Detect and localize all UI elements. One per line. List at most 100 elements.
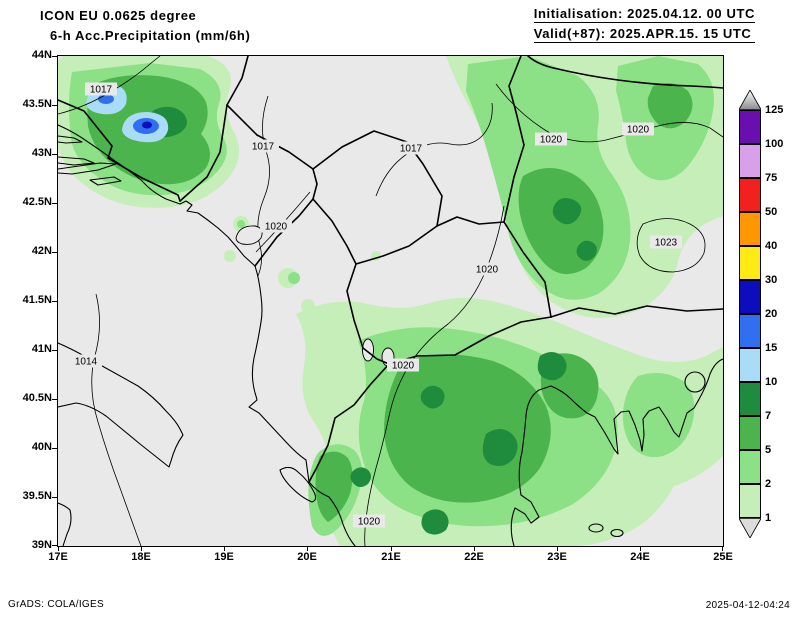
- latitude-label: 42N: [31, 245, 52, 257]
- lon-tick: [474, 546, 475, 551]
- isobar-label: 1020: [622, 122, 654, 136]
- colorbar-boundary-label: 10: [765, 376, 778, 388]
- lon-tick: [141, 546, 142, 551]
- lon-tick: [224, 546, 225, 551]
- grads-credit: GrADS: COLA/IGES: [8, 599, 104, 610]
- isobar-label: 1020: [387, 358, 419, 372]
- lat-tick: [52, 497, 57, 498]
- title-block: ICON EU 0.0625 degree 6-h Acc.Precipitat…: [40, 6, 250, 46]
- latitude-label: 43N: [31, 147, 52, 159]
- lat-tick: [52, 105, 57, 106]
- colorbar-boundary-label: 2: [765, 478, 772, 490]
- corfu-island: [279, 466, 317, 503]
- creation-timestamp: 2025-04-12-04:24: [705, 600, 790, 611]
- latitude-label: 41N: [31, 343, 52, 355]
- latitude-label: 39N: [31, 539, 52, 551]
- lat-tick: [52, 448, 57, 449]
- colorbar-boundary-label: 20: [765, 308, 778, 320]
- italy-puglia-coastline: [58, 342, 184, 468]
- lat-tick: [52, 545, 57, 546]
- aegean-coastline: [510, 358, 723, 546]
- svg-text:1014: 1014: [75, 357, 98, 368]
- run-info-block: Initialisation: 2025.04.12. 00 UTC Valid…: [533, 6, 755, 46]
- calabria-coastline: [58, 502, 72, 546]
- svg-text:1020: 1020: [265, 222, 288, 233]
- lat-tick: [52, 350, 57, 351]
- colorbar-boundary-label: 75: [765, 172, 778, 184]
- colorbar-band: [739, 416, 761, 450]
- lon-tick: [557, 546, 558, 551]
- svg-text:1020: 1020: [476, 265, 499, 276]
- latitude-label: 43.5N: [22, 98, 52, 110]
- colorbar-boundary-label: 100: [765, 138, 784, 150]
- colorbar-boundary-label: 15: [765, 342, 778, 354]
- longitude-label: 17E: [48, 551, 68, 563]
- colorbar-boundary-label: 5: [765, 444, 772, 456]
- croatian-islands: [58, 135, 122, 186]
- isobar-label: 1017: [395, 141, 427, 155]
- initialisation-text: Initialisation: 2025.04.12. 00 UTC: [533, 6, 755, 23]
- model-title: ICON EU 0.0625 degree: [40, 8, 197, 23]
- latitude-label: 40.5N: [22, 392, 52, 404]
- svg-text:1023: 1023: [655, 238, 678, 249]
- longitude-label: 18E: [131, 551, 151, 563]
- longitude-label: 20E: [297, 551, 317, 563]
- colorbar-boundary-label: 1: [765, 512, 772, 524]
- isobar-labels: 1017 1017 1017 1020 1020 1020 1023 1020 …: [70, 82, 682, 528]
- longitude-label: 21E: [381, 551, 401, 563]
- isobar-label: 1020: [260, 219, 292, 233]
- precip-colorbar: 125 100 75 50 40 30 20 15 10 7 5 2 1: [735, 90, 797, 550]
- lon-tick: [640, 546, 641, 551]
- coastlines: [58, 124, 723, 546]
- lake-ohrid: [362, 338, 374, 362]
- colorbar-band: [739, 382, 761, 416]
- map-plot-area: 1017 1017 1017 1020 1020 1020 1023 1020 …: [23, 49, 733, 563]
- latitude-label: 40N: [31, 441, 52, 453]
- colorbar-boundary-label: 7: [765, 410, 772, 422]
- longitude-label: 25E: [713, 551, 733, 563]
- isobar-label: 1020: [535, 132, 567, 146]
- lon-tick: [307, 546, 308, 551]
- colorbar-band: [739, 450, 761, 484]
- lat-tick: [52, 252, 57, 253]
- sporades-island: [588, 523, 604, 533]
- svg-text:1020: 1020: [540, 135, 563, 146]
- colorbar-band: [739, 144, 761, 178]
- latitude-label: 44N: [31, 49, 52, 61]
- isobar-label: 1017: [85, 82, 117, 96]
- longitude-label: 22E: [464, 551, 484, 563]
- product-title: 6-h Acc.Precipitation (mm/6h): [50, 28, 251, 43]
- precip-area-blue: [86, 84, 169, 143]
- lon-tick: [58, 546, 59, 551]
- lon-tick: [722, 546, 723, 551]
- isobar-label: 1014: [70, 354, 102, 368]
- longitude-label: 23E: [547, 551, 567, 563]
- lat-tick: [52, 203, 57, 204]
- latitude-label: 42.5N: [22, 196, 52, 208]
- thasos-island: [684, 371, 706, 393]
- adriatic-ionian-coastline: [58, 124, 356, 546]
- lat-tick: [52, 56, 57, 57]
- svg-text:1017: 1017: [400, 144, 423, 155]
- colorbar-overflow-arrow-icon: [739, 90, 761, 110]
- lon-tick: [391, 546, 392, 551]
- svg-text:1020: 1020: [358, 517, 381, 528]
- longitude-label: 24E: [630, 551, 650, 563]
- colorbar-band: [739, 246, 761, 280]
- svg-text:1020: 1020: [627, 125, 650, 136]
- colorbar-band: [739, 110, 761, 144]
- valid-time-text: Valid(+87): 2025.APR.15. 15 UTC: [533, 26, 755, 43]
- isobar-label: 1023: [650, 235, 682, 249]
- lake-shkodra: [235, 225, 263, 245]
- colorbar-band: [739, 280, 761, 314]
- svg-text:1020: 1020: [392, 361, 415, 372]
- colorbar-boundary-label: 50: [765, 206, 778, 218]
- colorbar-underflow-arrow-icon: [739, 518, 761, 538]
- lat-tick: [52, 399, 57, 400]
- longitude-label: 19E: [214, 551, 234, 563]
- colorbar-boundary-label: 30: [765, 274, 778, 286]
- lat-tick: [52, 301, 57, 302]
- isobar-label: 1017: [247, 139, 279, 153]
- isobar-label: 1020: [471, 262, 503, 276]
